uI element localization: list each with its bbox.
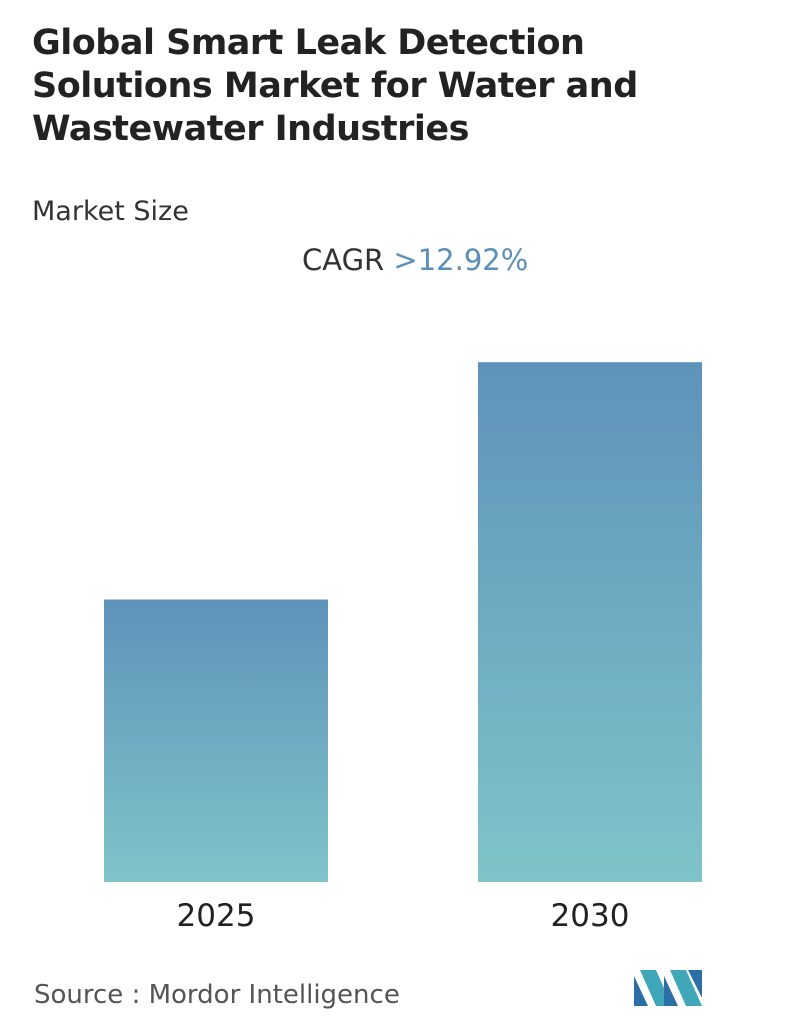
- source-note: Source : Mordor Intelligence: [34, 980, 400, 1010]
- bar-2030: [478, 362, 702, 882]
- chart-title: Global Smart Leak Detection Solutions Ma…: [32, 23, 638, 149]
- x-axis-labels: 2025 2030: [177, 898, 630, 934]
- bars-layer: [104, 362, 702, 882]
- chart-subtitle: Market Size: [32, 196, 189, 227]
- mordor-intelligence-logo-icon: [634, 970, 702, 1006]
- cagr-value: >12.92%: [393, 243, 529, 277]
- source-label: Source :: [34, 980, 141, 1010]
- x-tick-label-2025: 2025: [177, 898, 256, 934]
- cagr-label: CAGR: [302, 243, 385, 277]
- bar-2025: [104, 599, 328, 882]
- source-name: Mordor Intelligence: [148, 980, 400, 1010]
- cagr-annotation: CAGR >12.92%: [302, 243, 528, 277]
- x-tick-label-2030: 2030: [551, 898, 630, 934]
